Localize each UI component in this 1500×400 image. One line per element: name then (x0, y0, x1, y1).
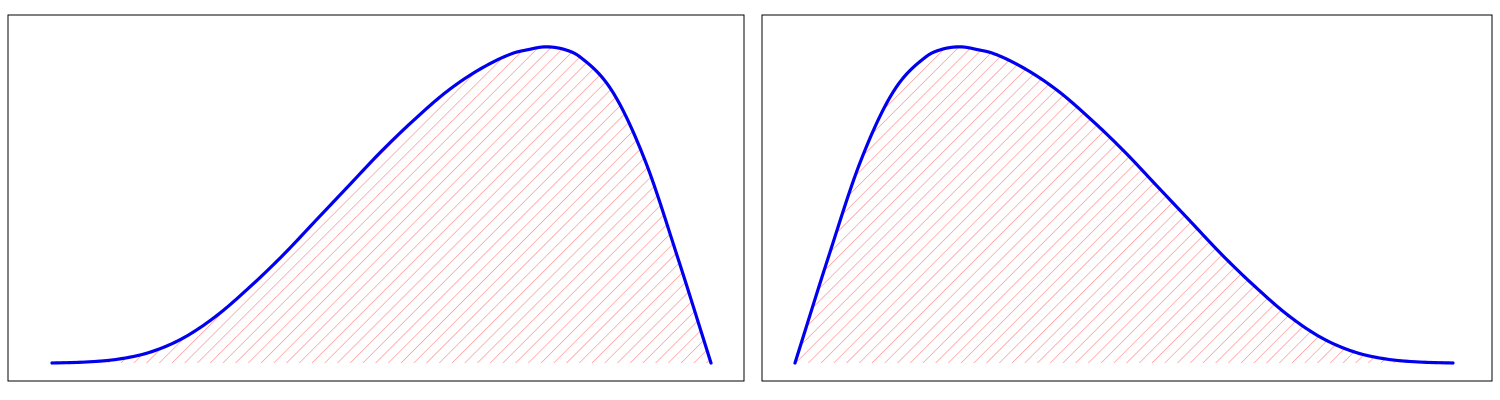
left-skewed-curve (50, 45, 713, 365)
left-panel (7, 14, 745, 382)
right-panel (761, 14, 1493, 382)
right-skewed-curve (793, 45, 1455, 365)
left-skewed-area (52, 46, 711, 364)
right-skewed-area (795, 46, 1453, 364)
